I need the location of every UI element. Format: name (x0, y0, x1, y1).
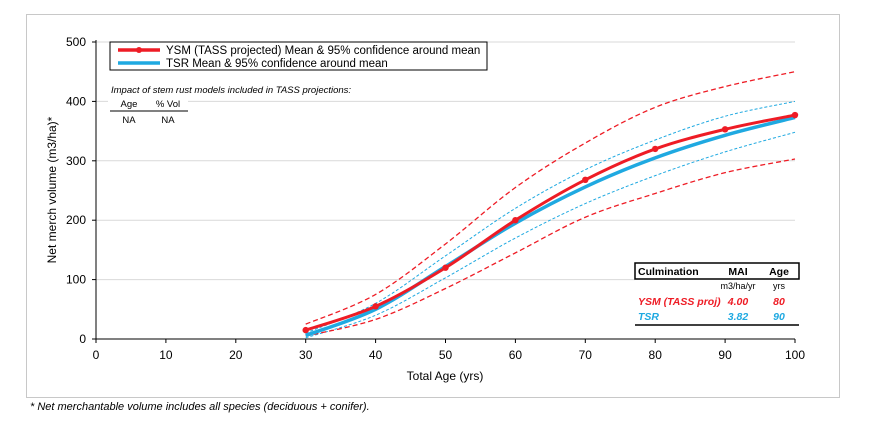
x-tick-label-90: 90 (718, 348, 732, 362)
ysm-point-30 (302, 326, 309, 334)
impact-header-vol: % Vol (156, 99, 180, 110)
x-tick-label-60: 60 (509, 348, 523, 362)
ysm-point-70 (582, 176, 589, 184)
impact-value-age: NA (122, 115, 136, 126)
culmination-tsr-mai: 3.82 (728, 311, 749, 323)
culmination-ysm-label: YSM (TASS proj) (638, 296, 721, 308)
ysm-ci-lower-line (305, 158, 796, 337)
legend: YSM (TASS projected) Mean & 95% confiden… (109, 41, 488, 71)
legend-tsr-label: TSR Mean & 95% confidence around mean (166, 58, 388, 70)
ysm-ci-upper-line (305, 71, 796, 325)
culmination-header-label: Culmination (638, 266, 699, 278)
x-tick-label-80: 80 (649, 348, 663, 362)
y-tick-label-400: 400 (66, 94, 86, 108)
x-tick-label-40: 40 (369, 348, 383, 362)
tsr-ci-lower-line (305, 131, 796, 339)
tsr-ci-upper-line (305, 100, 796, 334)
x-tick-label-70: 70 (579, 348, 593, 362)
ysm-mean-line (305, 113, 796, 332)
impact-table: Impact of stem rust models included in T… (108, 83, 373, 126)
culmination-table: Culmination MAI Age m3/ha/yr yrs YSM (TA… (634, 262, 800, 326)
culmination-header-mai: MAI (728, 266, 747, 278)
y-axis-label: Net merch volume (m3/ha)* (45, 116, 59, 263)
x-tick-label-100: 100 (785, 348, 805, 362)
chart-frame (26, 14, 840, 398)
culmination-ysm-age: 80 (773, 296, 785, 308)
ysm-point-90 (721, 126, 729, 133)
culmination-ysm-mai: 4.00 (727, 296, 749, 308)
culmination-header-box (634, 262, 800, 280)
ysm-point-80 (652, 145, 659, 153)
culmination-bg (635, 263, 799, 325)
y-tick-label-0: 0 (79, 332, 86, 346)
impact-title-bg (108, 83, 373, 95)
series-layer (302, 71, 799, 339)
culmination-tsr-age: 90 (773, 311, 785, 323)
culmination-unit-mai: m3/ha/yr (720, 281, 755, 291)
legend-ysm-label: YSM (TASS projected) Mean & 95% confiden… (166, 45, 480, 57)
legend-box (109, 41, 488, 71)
culmination-header-age: Age (769, 266, 789, 278)
ysm-point-100 (791, 111, 799, 119)
legend-ysm-marker (136, 47, 142, 53)
tsr-mean-line (305, 115, 796, 338)
culmination-tsr-label: TSR (638, 311, 659, 323)
x-axis-label: Total Age (yrs) (407, 369, 484, 383)
axes (92, 40, 796, 343)
y-tick-label-200: 200 (66, 213, 86, 227)
ysm-point-60 (512, 217, 519, 224)
y-tick-label-300: 300 (66, 154, 86, 168)
x-tick-label-50: 50 (439, 348, 453, 362)
culmination-unit-age: yrs (773, 281, 785, 291)
impact-value-vol: NA (161, 115, 175, 126)
x-tick-label-20: 20 (229, 348, 243, 362)
impact-title: Impact of stem rust models included in T… (111, 85, 351, 96)
x-tick-label-30: 30 (299, 348, 313, 362)
impact-header-age: Age (121, 99, 138, 110)
x-tick-label-10: 10 (159, 348, 173, 362)
ysm-point-50 (442, 264, 449, 271)
y-tick-label-500: 500 (66, 35, 86, 49)
tick-labels: 0 100 200 300 400 500 0 10 20 30 40 50 60 70 80 90 100 (66, 35, 805, 362)
footnote: * Net merchantable volume includes all s… (30, 401, 370, 413)
y-tick-label-100: 100 (66, 273, 86, 287)
ysm-point-40 (372, 303, 379, 310)
x-tick-label-0: 0 (93, 348, 100, 362)
